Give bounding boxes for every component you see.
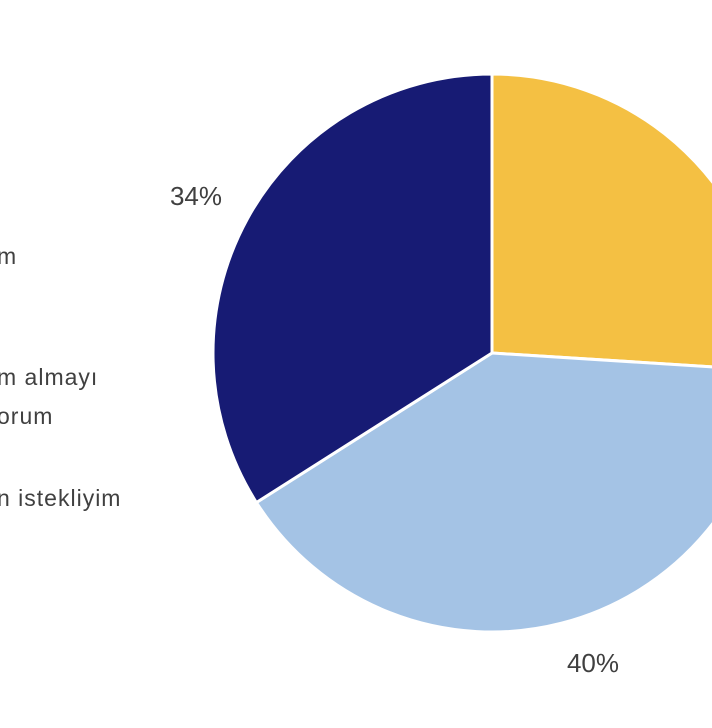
data-label-slice-2: 40% (567, 648, 619, 678)
pie-slice-3 (211, 72, 494, 504)
pie-slice-2 (254, 351, 712, 634)
legend-entry-1: m (0, 243, 17, 269)
pie-data-labels: 40% 34% (170, 181, 619, 678)
legend-entry-2-line-1: m almayı (0, 364, 98, 390)
data-label-slice-3: 34% (170, 181, 222, 211)
legend-entry-2-line-2: orum (0, 403, 53, 429)
pie-slice-1 (490, 72, 712, 369)
legend: m m almayı orum n istekliyim (0, 243, 121, 511)
pie-slices (211, 72, 712, 634)
legend-entry-3: n istekliyim (0, 485, 121, 511)
